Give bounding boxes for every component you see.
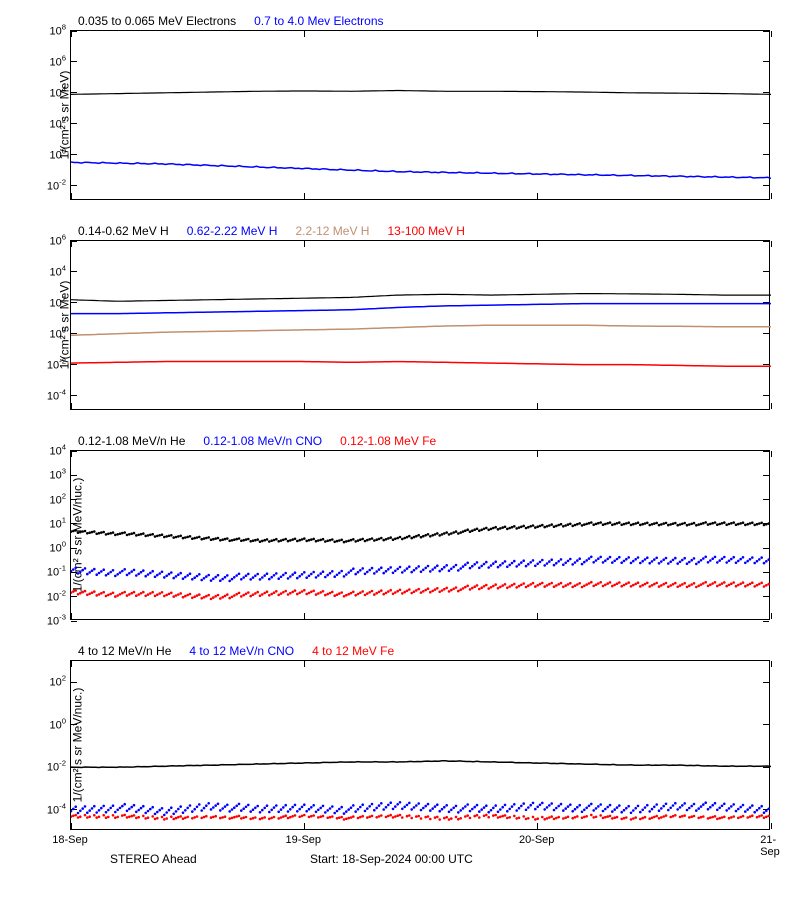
ytick-label: 102 [49,294,70,309]
footer-left: STEREO Ahead [110,852,197,866]
legend-item: 4 to 12 MeV Fe [312,644,394,658]
panel-1: 0.14-0.62 MeV H0.62-2.22 MeV H2.2-12 MeV… [70,240,770,410]
series-scatter [71,521,770,543]
series-line [71,304,771,314]
ytick-label: 102 [49,115,70,130]
xtick-label: 21-Sep [760,830,780,858]
ytick-label: 10-2 [47,356,70,371]
ytick-label: 100 [49,716,70,731]
panel-2: 0.12-1.08 MeV/n He0.12-1.08 MeV/n CNO0.1… [70,450,770,620]
legend-item: 0.62-2.22 MeV H [187,224,278,238]
legend-item: 0.12-1.08 MeV/n CNO [203,434,322,448]
legend-item: 2.2-12 MeV H [295,224,369,238]
panel-2-legend: 0.12-1.08 MeV/n He 0.12-1.08 MeV/n CNO 0.1… [78,434,454,448]
legend-item: 4 to 12 MeV/n He [78,644,171,658]
series-line [71,761,771,768]
xtick-label: 20-Sep [519,830,554,846]
xtick-label: 19-Sep [286,830,321,846]
chart-container: 0.035 to 0.065 MeV Electrons 0.7 to 4.0 M… [0,0,800,900]
ytick-label: 106 [49,54,70,69]
ytick-label: 104 [49,264,70,279]
panel-3-svg [71,661,771,831]
series-line [71,362,771,367]
legend-item: 0.12-1.08 MeV Fe [340,434,436,448]
panel-0-svg [71,31,771,201]
legend-item: 0.035 to 0.065 MeV Electrons [78,14,236,28]
series-scatter [71,801,770,816]
series-scatter [71,556,770,583]
series-scatter [71,814,770,821]
ytick-label: 108 [49,23,70,38]
panel-0-legend: 0.035 to 0.065 MeV Electrons 0.7 to 4.0 M… [78,14,402,28]
ytick-label: 101 [49,516,70,531]
panel-0-plot [70,30,770,200]
ytick-label: 10-2 [47,588,70,603]
legend-item: 0.12-1.08 MeV/n He [78,434,185,448]
ytick-label: 102 [49,491,70,506]
series-scatter [71,581,770,600]
footer-center: Start: 18-Sep-2024 00:00 UTC [310,852,473,866]
ytick-label: 106 [49,233,70,248]
panel-0: 0.035 to 0.065 MeV Electrons0.7 to 4.0 M… [70,30,770,200]
ytick-label: 104 [49,443,70,458]
series-line [71,294,771,302]
legend-item: 13-100 MeV H [387,224,464,238]
ytick-label: 10-4 [47,387,70,402]
ytick-label: 100 [49,146,70,161]
series-line [71,91,771,95]
ytick-label: 10-4 [47,801,70,816]
panel-1-plot [70,240,770,410]
panel-2-plot [70,450,770,620]
ytick-label: 100 [49,325,70,340]
ytick-label: 10-2 [47,759,70,774]
ytick-label: 103 [49,467,70,482]
xtick-label: 18-Sep [52,830,87,846]
legend-item: 0.14-0.62 MeV H [78,224,169,238]
series-line [71,325,771,335]
ytick-label: 10-3 [47,613,70,628]
ytick-label: 100 [49,540,70,555]
series-line [71,162,771,178]
ytick-label: 102 [49,674,70,689]
panel-3: 4 to 12 MeV/n He4 to 12 MeV/n CNO4 to 12… [70,660,770,830]
legend-item: 0.7 to 4.0 Mev Electrons [254,14,383,28]
ytick-label: 104 [49,84,70,99]
ytick-label: 10-1 [47,564,70,579]
panel-3-plot [70,660,770,830]
ytick-label: 10-2 [47,177,70,192]
panel-2-svg [71,451,771,621]
panel-3-legend: 4 to 12 MeV/n He 4 to 12 MeV/n CNO 4 to 12… [78,644,412,658]
panel-1-svg [71,241,771,411]
legend-item: 4 to 12 MeV/n CNO [189,644,294,658]
panel-1-legend: 0.14-0.62 MeV H 0.62-2.22 MeV H 2.2-12 MeV… [78,224,483,238]
